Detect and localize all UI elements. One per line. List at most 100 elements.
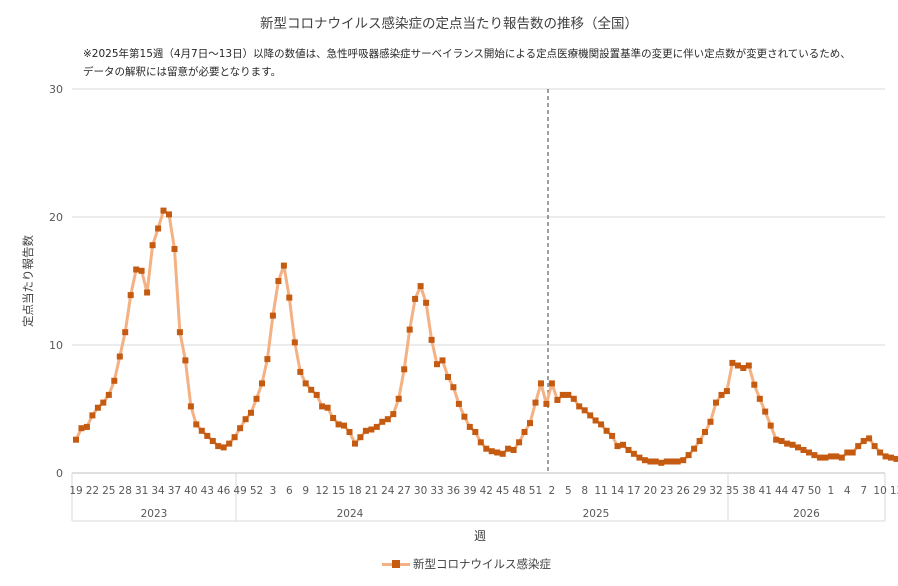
- data-point: [680, 457, 687, 464]
- x-tick-label: 35: [726, 485, 739, 497]
- chart-legend[interactable]: 新型コロナウイルス感染症: [382, 556, 551, 572]
- x-tick-label: 28: [119, 485, 132, 497]
- data-point: [308, 386, 315, 393]
- data-point: [472, 429, 479, 435]
- data-point: [652, 458, 659, 465]
- data-point: [269, 312, 276, 319]
- x-tick-label: 13: [890, 485, 898, 497]
- data-point: [767, 422, 774, 429]
- data-point: [384, 416, 391, 423]
- y-axis-tick-labels: 0 10 20 30: [49, 83, 63, 480]
- data-point: [844, 449, 851, 456]
- x-tick-label: 25: [102, 485, 115, 497]
- data-point: [702, 429, 708, 435]
- data-point: [83, 423, 90, 430]
- x-tick-label: 18: [348, 485, 361, 497]
- data-point: [723, 388, 730, 395]
- data-point: [242, 416, 249, 423]
- data-point: [226, 440, 233, 447]
- x-year-label: 2024: [337, 508, 364, 520]
- y-tick-label: 10: [49, 339, 63, 352]
- data-point: [855, 443, 862, 450]
- data-point: [806, 449, 812, 456]
- data-point: [751, 381, 758, 388]
- gridlines: [72, 88, 885, 346]
- x-tick-label: 37: [168, 485, 181, 497]
- chart-note-line-1: ※2025年第15週（4月7日～13日）以降の数値は、急性呼吸器感染症サーベイラ…: [83, 48, 851, 60]
- x-axis-year-labels: 2023 2024 2025 2026: [141, 508, 821, 520]
- data-point: [773, 436, 780, 443]
- x-tick-label: 21: [365, 485, 378, 497]
- data-point: [423, 299, 430, 306]
- data-point: [373, 423, 380, 430]
- data-point: [412, 295, 419, 302]
- data-point: [822, 454, 829, 461]
- x-tick-label: 48: [512, 485, 525, 497]
- data-point: [116, 353, 123, 360]
- y-tick-label: 20: [49, 211, 63, 224]
- data-point: [313, 391, 320, 398]
- data-point: [450, 384, 457, 391]
- data-point: [73, 436, 79, 443]
- data-point: [565, 391, 572, 398]
- data-point: [445, 374, 451, 380]
- data-point: [816, 454, 823, 461]
- data-point: [215, 443, 222, 450]
- data-point: [734, 362, 741, 369]
- x-tick-label: 7: [860, 485, 867, 497]
- data-point: [505, 445, 512, 452]
- data-point: [494, 449, 501, 456]
- x-tick-label: 43: [201, 485, 214, 497]
- data-point: [280, 262, 287, 269]
- x-axis: [71, 472, 886, 522]
- data-point: [559, 391, 566, 398]
- data-point: [527, 420, 533, 427]
- data-point: [729, 359, 736, 366]
- x-tick-label: 5: [565, 485, 572, 497]
- data-point: [286, 294, 293, 301]
- data-point: [193, 421, 200, 428]
- data-point: [696, 438, 703, 444]
- data-point: [516, 439, 523, 446]
- data-point: [111, 377, 118, 384]
- x-tick-label: 41: [759, 485, 772, 497]
- data-point: [641, 457, 648, 464]
- data-point: [745, 362, 752, 369]
- data-point: [253, 395, 260, 402]
- x-tick-label: 29: [693, 485, 706, 497]
- data-point: [198, 427, 205, 434]
- data-point: [647, 458, 654, 465]
- legend-swatch: [382, 560, 410, 568]
- data-point: [877, 449, 884, 456]
- data-point: [78, 425, 85, 432]
- data-point: [439, 357, 446, 364]
- data-point: [155, 225, 162, 232]
- chart-title: 新型コロナウイルス感染症の定点当たり報告数の推移（全国）: [260, 16, 638, 32]
- data-point: [827, 453, 834, 460]
- data-point: [346, 429, 353, 435]
- x-tick-label: 26: [676, 485, 690, 497]
- data-point: [587, 412, 594, 419]
- data-point: [625, 447, 632, 453]
- data-point: [204, 432, 211, 439]
- data-point: [532, 399, 539, 406]
- data-point: [264, 356, 271, 363]
- x-tick-label: 39: [463, 485, 476, 497]
- data-point: [713, 399, 719, 406]
- data-point: [395, 395, 402, 402]
- x-tick-label: 24: [381, 485, 395, 497]
- x-tick-label: 32: [709, 485, 722, 497]
- x-tick-label: 49: [233, 485, 246, 497]
- data-point: [209, 438, 216, 444]
- x-tick-label: 15: [332, 485, 345, 497]
- data-point: [291, 339, 298, 346]
- data-point: [570, 395, 577, 402]
- data-point: [368, 426, 375, 433]
- x-tick-label: 46: [217, 485, 231, 497]
- x-year-label: 2025: [583, 508, 610, 520]
- data-point: [849, 449, 856, 456]
- x-tick-label: 6: [286, 485, 293, 497]
- data-point: [581, 407, 588, 414]
- x-tick-label: 52: [250, 485, 263, 497]
